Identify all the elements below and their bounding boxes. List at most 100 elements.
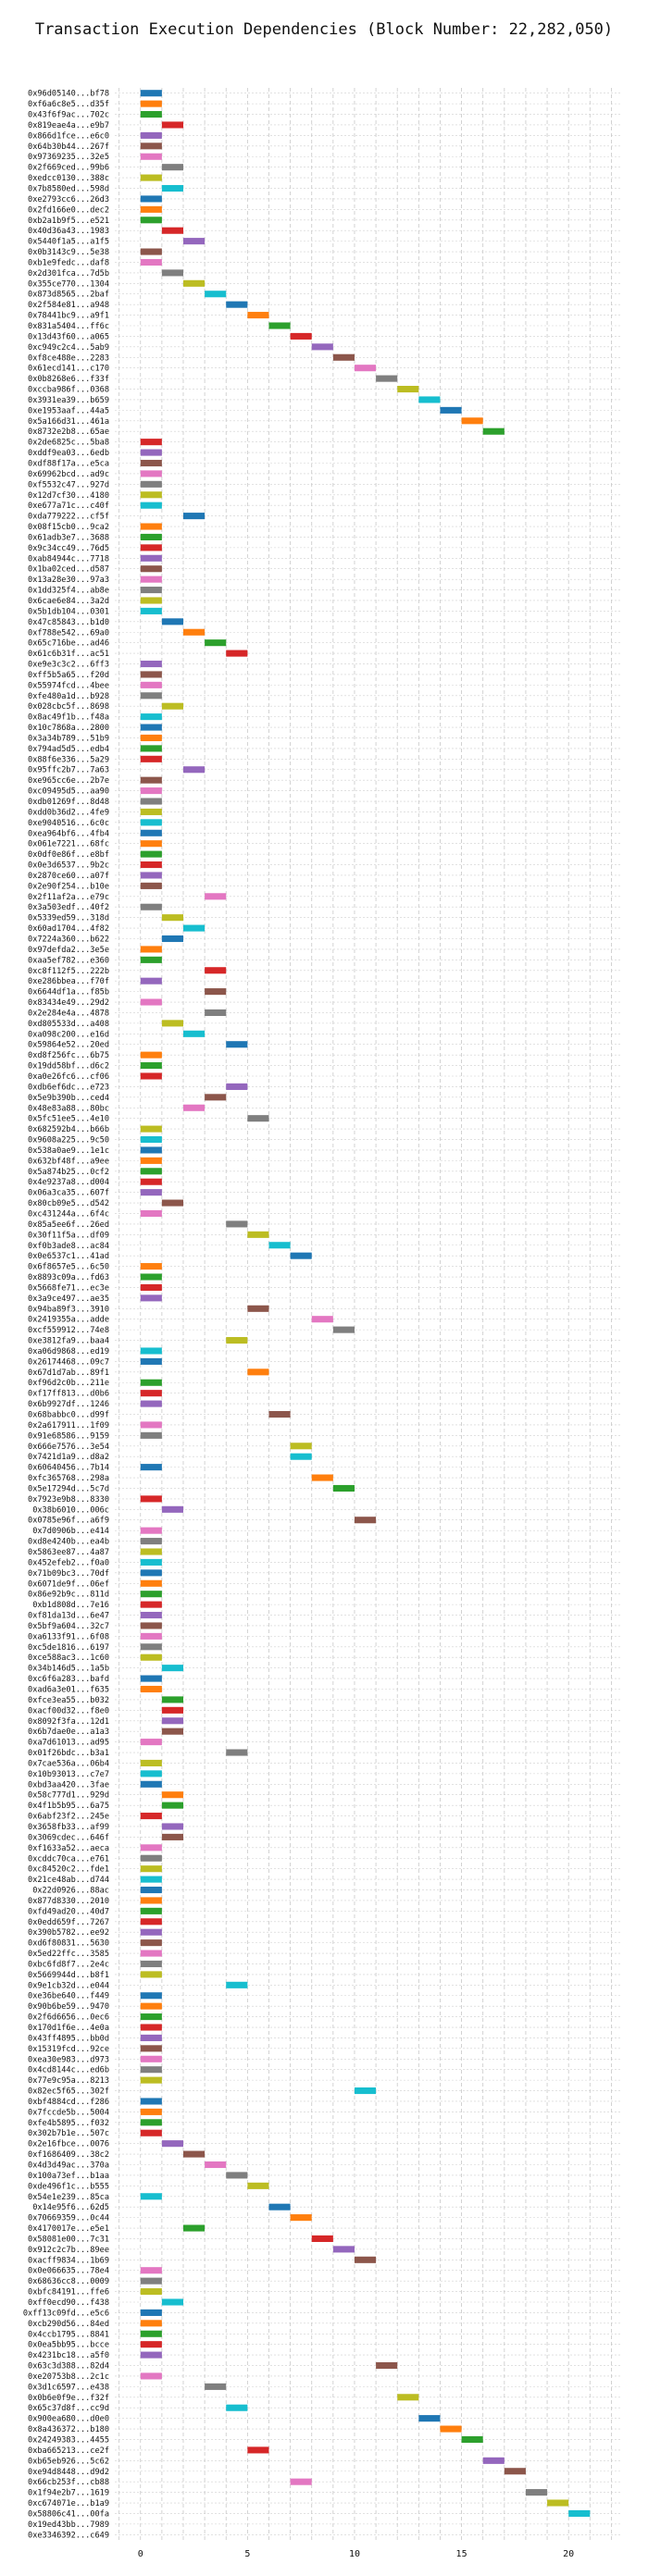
y-tick-label: 0x8ac49f1b...f48a bbox=[28, 713, 109, 723]
y-tick-label: 0xde496f1c...b555 bbox=[28, 2182, 109, 2191]
bar bbox=[140, 1813, 162, 1820]
y-tick-label: 0x1ba02ced...d587 bbox=[28, 565, 109, 575]
y-tick-label: 0x15319fcd...92ce bbox=[28, 2045, 109, 2054]
bar bbox=[140, 1759, 162, 1766]
y-tick-label: 0x1dd325f4...ab8e bbox=[28, 587, 109, 596]
y-tick-label: 0xff0ecd90...f438 bbox=[28, 2298, 109, 2308]
y-tick-label: 0x4f1b5b95...6a75 bbox=[28, 1802, 109, 1811]
bar bbox=[140, 1601, 162, 1608]
y-tick-label: 0x0b8268e6...f33f bbox=[28, 375, 109, 384]
x-tick-label: 10 bbox=[349, 2549, 360, 2559]
bar bbox=[332, 353, 355, 361]
y-tick-label: 0x8a436372...b180 bbox=[28, 2425, 109, 2434]
bar bbox=[140, 1125, 162, 1133]
y-tick-label: 0xd8e4240b...ea4b bbox=[28, 1538, 109, 1547]
bar bbox=[161, 935, 183, 943]
bar bbox=[140, 131, 162, 139]
bar bbox=[290, 1453, 312, 1460]
bar bbox=[311, 1316, 333, 1323]
y-tick-label: 0xdb01269f...8d48 bbox=[28, 798, 109, 807]
y-tick-label: 0x0df0e86f...e8bf bbox=[28, 850, 109, 860]
bars bbox=[140, 90, 591, 2517]
y-tick-label: 0xe36be640...f449 bbox=[28, 1992, 109, 2001]
bar bbox=[140, 205, 162, 213]
bar bbox=[226, 650, 248, 657]
bar bbox=[205, 639, 227, 647]
y-tick-label: 0x3a34b789...51b9 bbox=[28, 734, 109, 743]
bar bbox=[182, 924, 206, 932]
y-tick-label: 0xbc6fd8f7...2e4c bbox=[28, 1960, 109, 1969]
y-tick-label: 0xd805533d...a408 bbox=[28, 1020, 109, 1029]
y-tick-label: 0x60640456...7b14 bbox=[28, 1464, 109, 1473]
y-tick-label: 0x08f15cb0...9ca2 bbox=[28, 523, 109, 532]
bar bbox=[440, 2425, 462, 2433]
bar bbox=[161, 2140, 183, 2148]
bar bbox=[140, 1685, 162, 1693]
bar bbox=[182, 628, 206, 636]
bar bbox=[140, 533, 162, 540]
y-tick-label: 0x64b30b44...267f bbox=[28, 142, 109, 152]
y-tick-label: 0x6f8657e5...6c50 bbox=[28, 1263, 109, 1272]
bar bbox=[140, 2193, 162, 2200]
bar bbox=[568, 2509, 591, 2517]
bar bbox=[140, 2119, 162, 2126]
y-tick-label: 0x59864e52...20ed bbox=[28, 1041, 109, 1050]
y-tick-label: 0x2f669ced...99b6 bbox=[28, 164, 109, 173]
bar bbox=[140, 1189, 162, 1196]
y-tick-label: 0x58c777d1...929d bbox=[28, 1791, 109, 1801]
y-tick-label: 0x91e68586...9159 bbox=[28, 1431, 109, 1441]
bar bbox=[311, 1474, 333, 1481]
y-tick-label: 0xea964bf6...4fb4 bbox=[28, 829, 109, 838]
bar bbox=[140, 861, 162, 869]
y-tick-label: 0xf0b3ade8...ac84 bbox=[28, 1242, 109, 1251]
y-tick-label: 0xda779222...cf5f bbox=[28, 513, 109, 522]
y-tick-label: 0x2f11af2a...e79c bbox=[28, 893, 109, 902]
y-tick-label: 0x5b1db104...0301 bbox=[28, 607, 109, 616]
bar bbox=[332, 1326, 355, 1333]
y-tick-label: 0x86e92b9c...811d bbox=[28, 1591, 109, 1600]
y-tick-label: 0x0b6e0f9e...f32f bbox=[28, 2394, 109, 2403]
y-tick-label: 0x65c37d8f...cc9d bbox=[28, 2404, 109, 2413]
x-tick-label: 5 bbox=[244, 2549, 250, 2559]
y-tick-label: 0xf6a6c8e5...d35f bbox=[28, 100, 109, 109]
y-tick-label: 0x7421d1a9...d8a2 bbox=[28, 1453, 109, 1462]
y-tick-label: 0x302b7b1e...507c bbox=[28, 2129, 109, 2138]
bar bbox=[140, 449, 162, 456]
bar bbox=[140, 1653, 162, 1661]
y-tick-label: 0xa7d61013...ad95 bbox=[28, 1739, 109, 1748]
y-tick-label: 0x0e6537c1...41ad bbox=[28, 1252, 109, 1261]
bar bbox=[140, 724, 162, 731]
y-tick-label: 0xcf559912...74e8 bbox=[28, 1326, 109, 1335]
bar bbox=[268, 322, 291, 329]
bar bbox=[247, 1305, 269, 1312]
bar bbox=[140, 2372, 162, 2380]
y-tick-label: 0x4cd8144c...ed6b bbox=[28, 2066, 109, 2075]
y-tick-label: 0x83434e49...29d2 bbox=[28, 998, 109, 1008]
y-tick-label: 0x77e9c95a...8213 bbox=[28, 2076, 109, 2086]
bar bbox=[140, 1178, 162, 1185]
bar bbox=[140, 671, 162, 678]
y-tick-label: 0x9c34cc49...76d5 bbox=[28, 544, 109, 553]
y-tick-label: 0xce588ac3...1c60 bbox=[28, 1653, 109, 1663]
y-tick-label: 0x061e7221...68fc bbox=[28, 840, 109, 849]
y-tick-label: 0xe2793cc6...26d3 bbox=[28, 195, 109, 204]
bar bbox=[140, 554, 162, 562]
y-tick-label: 0x63c3d388...82d4 bbox=[28, 2362, 109, 2372]
y-tick-label: 0x94ba89f3...3910 bbox=[28, 1305, 109, 1314]
bar bbox=[247, 1115, 269, 1122]
bar bbox=[247, 1231, 269, 1238]
bar bbox=[140, 1844, 162, 1852]
y-tick-label: 0x7cae536a...06b4 bbox=[28, 1759, 109, 1768]
y-tick-label: 0x7d0906b...e414 bbox=[32, 1527, 109, 1536]
bar bbox=[504, 2468, 526, 2475]
y-tick-label: 0x794ad5d5...edb4 bbox=[28, 745, 109, 754]
bar bbox=[205, 291, 227, 298]
y-tick-label: 0x2419355a...adde bbox=[28, 1316, 109, 1325]
bar bbox=[461, 2435, 483, 2444]
y-tick-label: 0xb2a1b9f5...e521 bbox=[28, 217, 109, 226]
bar bbox=[140, 587, 162, 594]
bar bbox=[140, 1527, 162, 1534]
bar bbox=[140, 829, 162, 836]
bar bbox=[376, 375, 398, 382]
bar bbox=[140, 1431, 162, 1439]
